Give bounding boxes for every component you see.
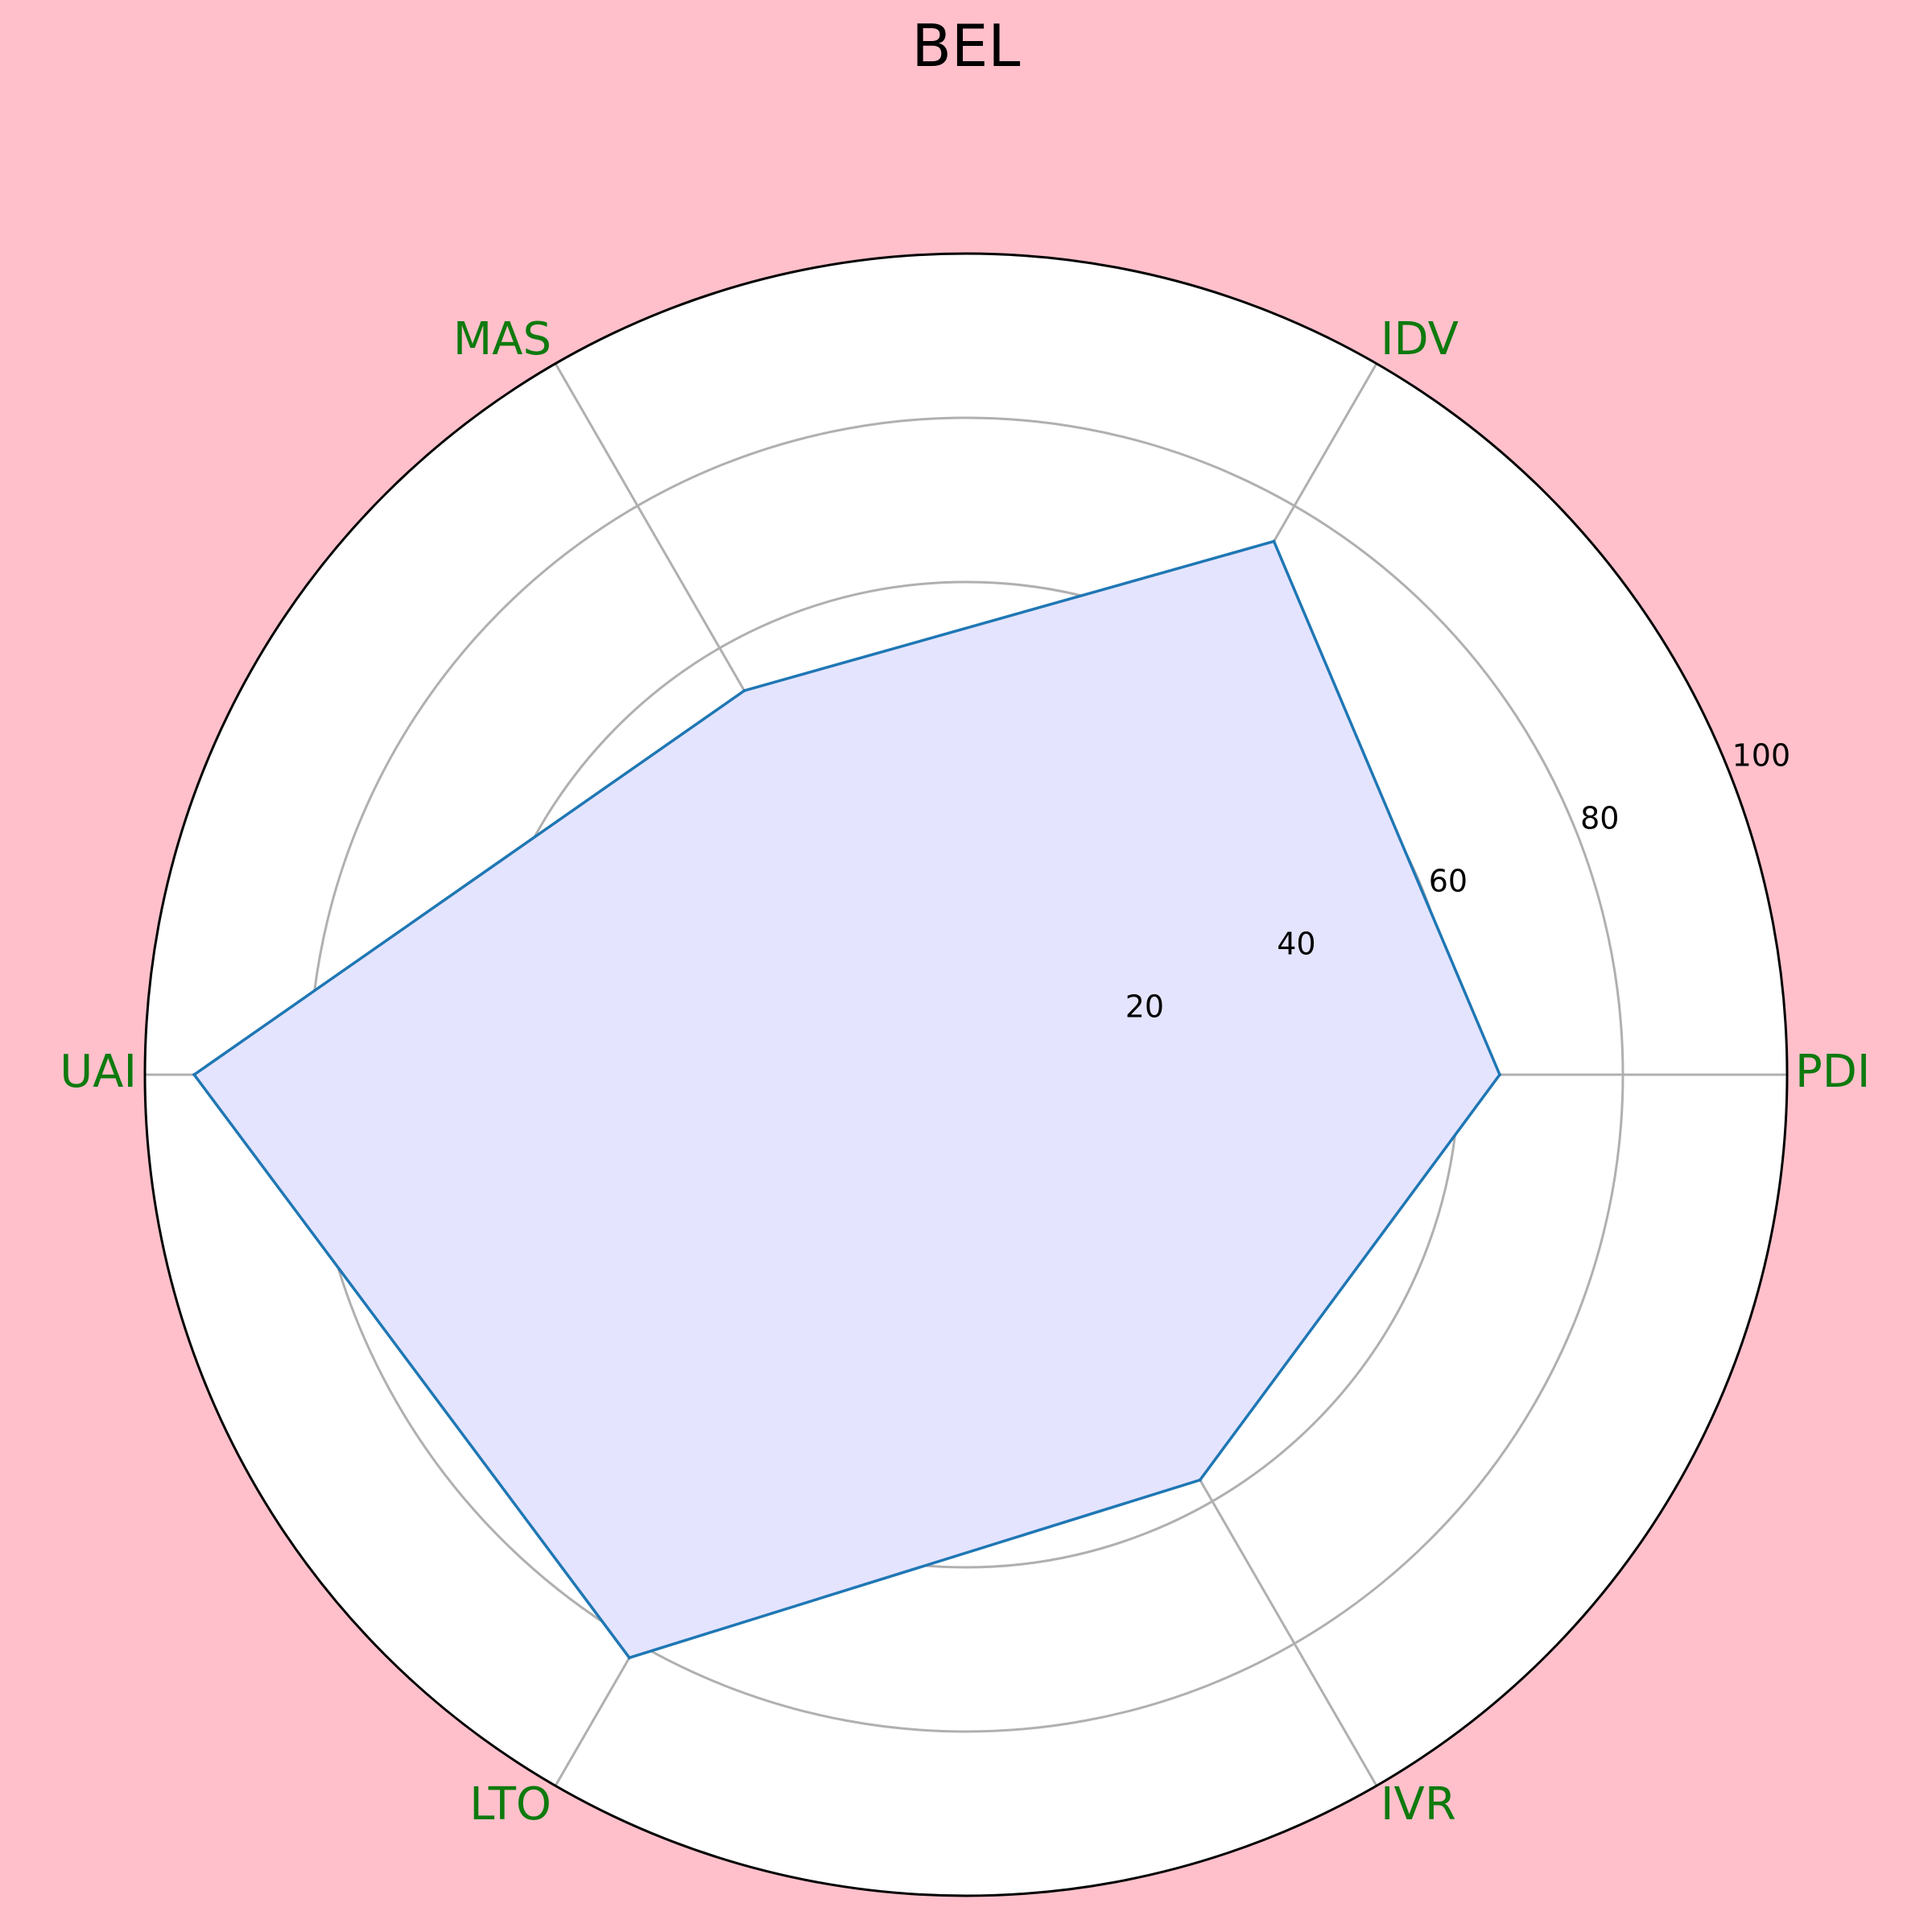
- tick-label-40: 40: [1277, 927, 1315, 962]
- outer-frame: [143, 252, 1789, 1897]
- data-point-ivr: [1198, 1478, 1202, 1482]
- data-point-pdi: [1498, 1073, 1501, 1076]
- tick-label-60: 60: [1429, 864, 1468, 899]
- axis-label-ivr: IVR: [1381, 1778, 1456, 1831]
- data-point-uai: [192, 1073, 196, 1076]
- axis-label-lto: LTO: [469, 1778, 551, 1831]
- axis-labels: PDI IDV MAS UAI LTO IVR: [60, 313, 1870, 1831]
- axis-label-idv: IDV: [1381, 313, 1459, 365]
- data-point-idv: [1272, 539, 1276, 543]
- tick-label-20: 20: [1125, 989, 1164, 1025]
- radial-tick-labels: 20 40 60 80 100: [1125, 737, 1790, 1024]
- data-point-mas: [742, 688, 746, 692]
- data-point-lto: [627, 1656, 631, 1660]
- axis-label-mas: MAS: [453, 313, 551, 365]
- axis-label-pdi: PDI: [1795, 1046, 1870, 1098]
- axis-label-uai: UAI: [60, 1046, 137, 1098]
- chart-title: BEL: [912, 12, 1021, 80]
- tick-label-80: 80: [1580, 800, 1619, 836]
- series-area-0: [194, 541, 1501, 1658]
- series-layer: [192, 539, 1502, 1660]
- tick-label-100: 100: [1732, 737, 1791, 773]
